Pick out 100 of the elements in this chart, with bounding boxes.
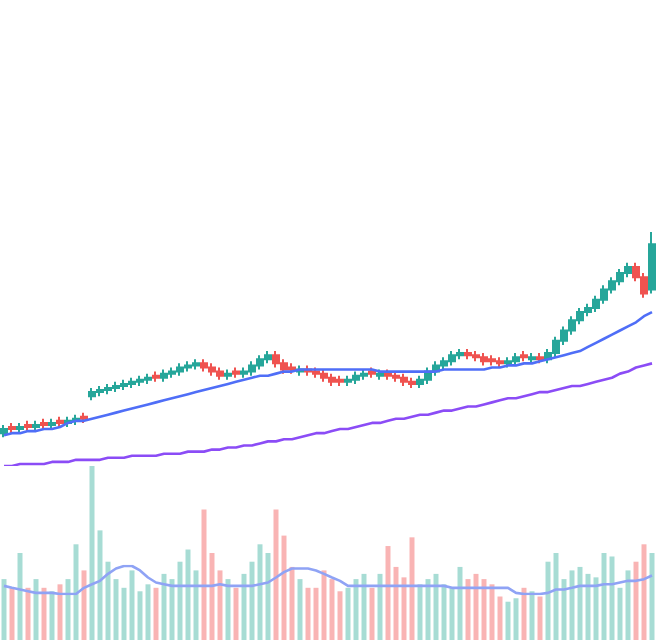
bar <box>17 553 23 640</box>
candlestick <box>248 360 256 377</box>
bar <box>417 584 423 640</box>
candlestick <box>120 378 128 392</box>
bar <box>649 553 655 640</box>
bar <box>601 553 607 640</box>
candlestick <box>480 352 488 367</box>
bar <box>225 579 231 640</box>
candlestick <box>344 374 352 387</box>
candlestick <box>192 358 200 371</box>
bar <box>505 601 511 640</box>
bar <box>585 573 591 640</box>
candlestick <box>376 368 384 381</box>
candlestick <box>448 350 456 367</box>
candlestick <box>616 267 624 287</box>
candlestick <box>80 411 88 424</box>
candlestick <box>488 354 496 367</box>
bar <box>9 587 15 640</box>
candlestick <box>16 421 24 435</box>
bar <box>57 584 63 640</box>
candlestick <box>112 380 120 394</box>
bar <box>33 579 39 640</box>
bar <box>553 553 559 640</box>
bar <box>425 579 431 640</box>
bar <box>481 579 487 640</box>
bar <box>257 544 263 640</box>
candlestick <box>400 372 408 387</box>
candlestick <box>8 421 16 435</box>
candlestick <box>336 374 344 387</box>
bar <box>385 546 391 640</box>
bar <box>233 587 239 640</box>
bar <box>49 591 55 640</box>
candlestick <box>136 374 144 387</box>
bar <box>185 549 191 640</box>
candlestick <box>24 419 32 433</box>
candlestick <box>232 366 240 379</box>
candlestick <box>328 372 336 387</box>
candlestick <box>312 366 320 379</box>
candlestick <box>352 370 360 385</box>
bar <box>609 556 615 640</box>
candlestick <box>360 368 368 381</box>
bar <box>145 584 151 640</box>
candlestick <box>208 362 216 377</box>
candlestick <box>320 368 328 383</box>
bar <box>161 573 167 640</box>
bar <box>529 591 535 640</box>
bar <box>345 587 351 640</box>
candlestick <box>280 358 288 375</box>
bar <box>153 587 159 640</box>
bar <box>41 587 47 640</box>
candlestick <box>0 423 8 439</box>
candlestick <box>440 356 448 371</box>
bar <box>377 573 383 640</box>
candlestick <box>384 368 392 381</box>
candlestick <box>368 366 376 379</box>
bar <box>321 570 327 640</box>
candlestick <box>216 366 224 381</box>
candlestick <box>88 387 96 402</box>
bar <box>361 573 367 640</box>
bar <box>369 587 375 640</box>
candlestick <box>600 284 608 305</box>
bar <box>433 573 439 640</box>
candlestick <box>648 231 656 295</box>
bar <box>465 579 471 640</box>
candlestick <box>152 370 160 383</box>
candlestick <box>240 366 248 379</box>
candlestick <box>416 374 424 389</box>
bar <box>129 570 135 640</box>
bar <box>641 544 647 640</box>
candlestick <box>160 368 168 383</box>
bar <box>537 596 543 640</box>
bar <box>545 561 551 640</box>
candlestick <box>128 376 136 389</box>
bar <box>1 579 7 640</box>
candlestick <box>96 384 104 398</box>
candlestick <box>176 362 184 377</box>
candlestick <box>200 358 208 373</box>
candlestick <box>104 382 112 396</box>
bar <box>409 537 415 640</box>
candlestick <box>456 348 464 361</box>
candlestick <box>32 419 40 433</box>
candlestick <box>624 261 632 279</box>
candlestick <box>536 352 544 365</box>
bar <box>305 587 311 640</box>
bar <box>569 570 575 640</box>
candlestick <box>528 352 536 365</box>
bar <box>489 584 495 640</box>
bar <box>577 566 583 640</box>
bar <box>353 579 359 640</box>
candlestick <box>224 368 232 381</box>
bar <box>201 509 207 640</box>
bar <box>25 587 31 640</box>
candlestick <box>512 352 520 367</box>
bar <box>625 570 631 640</box>
candlestick <box>264 350 272 365</box>
candlestick <box>288 362 296 375</box>
bar <box>473 573 479 640</box>
bar <box>297 579 303 640</box>
candlestick <box>504 356 512 369</box>
candlestick <box>584 302 592 318</box>
